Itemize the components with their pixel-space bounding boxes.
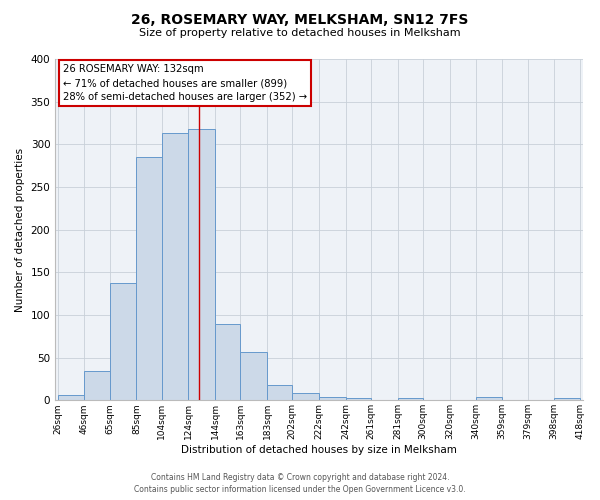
- Bar: [136, 157, 162, 400]
- Bar: [476, 397, 502, 400]
- Bar: [292, 392, 319, 400]
- Text: 26 ROSEMARY WAY: 132sqm
← 71% of detached houses are smaller (899)
28% of semi-d: 26 ROSEMARY WAY: 132sqm ← 71% of detache…: [63, 64, 307, 102]
- Bar: [85, 372, 110, 400]
- Text: 26, ROSEMARY WAY, MELKSHAM, SN12 7FS: 26, ROSEMARY WAY, MELKSHAM, SN12 7FS: [131, 12, 469, 26]
- Bar: [554, 398, 580, 400]
- Bar: [267, 385, 292, 400]
- Bar: [346, 398, 371, 400]
- Bar: [162, 133, 188, 400]
- Text: Contains HM Land Registry data © Crown copyright and database right 2024.
Contai: Contains HM Land Registry data © Crown c…: [134, 472, 466, 494]
- Bar: [110, 282, 136, 401]
- Bar: [58, 395, 85, 400]
- Bar: [188, 129, 215, 400]
- X-axis label: Distribution of detached houses by size in Melksham: Distribution of detached houses by size …: [181, 445, 457, 455]
- Bar: [215, 324, 241, 400]
- Bar: [241, 352, 267, 401]
- Bar: [398, 398, 423, 400]
- Y-axis label: Number of detached properties: Number of detached properties: [15, 148, 25, 312]
- Bar: [319, 397, 346, 400]
- Text: Size of property relative to detached houses in Melksham: Size of property relative to detached ho…: [139, 28, 461, 38]
